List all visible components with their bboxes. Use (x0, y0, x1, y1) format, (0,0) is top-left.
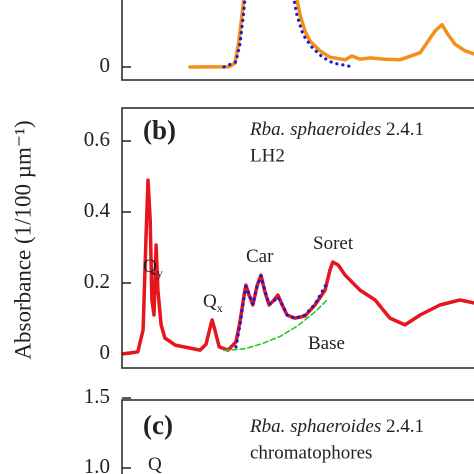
species: Rba. sphaeroides (249, 416, 381, 437)
panel-label: (c) (143, 410, 173, 440)
annotation-sub: x (217, 301, 223, 315)
annotation-sub: y (157, 266, 163, 280)
plot-area (122, 178, 474, 356)
annotation: Q (148, 454, 162, 474)
y-tick-label: 0 (100, 53, 111, 77)
sample-type: LH2 (250, 145, 285, 166)
y-tick-label: 1.5 (84, 384, 110, 408)
series-line (223, 300, 327, 352)
annotation-text: Car (246, 246, 274, 267)
strain: 2.4.1 (386, 416, 424, 437)
sample-title: Rba. sphaeroides 2.4.1 (249, 416, 424, 437)
y-axis-label: Absorbance (1/100 µm⁻¹) (10, 120, 35, 359)
frame (121, 0, 474, 81)
y-tick-label: 0.2 (84, 269, 110, 293)
y-tick-label: 0 (100, 340, 111, 364)
species: Rba. sphaeroides (249, 119, 381, 140)
frame (121, 107, 474, 369)
series-line (122, 178, 474, 356)
series-line (222, 0, 354, 69)
annotation: Qy (143, 256, 163, 279)
y-tick-label: 0.4 (84, 198, 111, 222)
annotation-text: Soret (313, 233, 354, 254)
sample-title: Rba. sphaeroides 2.4.1 (249, 119, 424, 140)
frame (121, 399, 474, 474)
annotation: Car (246, 246, 274, 267)
annotation-text: Q (148, 454, 162, 474)
panel-label: (b) (143, 115, 176, 145)
y-tick-label: 0.6 (84, 127, 110, 151)
annotation-text: Q (203, 291, 217, 312)
strain: 2.4.1 (386, 119, 424, 140)
y-tick-label: 1.0 (84, 454, 110, 474)
annotation: Soret (313, 233, 354, 254)
annotation: Base (308, 333, 345, 354)
annotation: Qx (203, 291, 223, 314)
annotation-text: Base (308, 333, 345, 354)
plot-area (188, 0, 474, 69)
annotation-text: Q (143, 256, 157, 277)
series-line (188, 0, 474, 69)
sample-type: chromatophores (250, 442, 372, 463)
